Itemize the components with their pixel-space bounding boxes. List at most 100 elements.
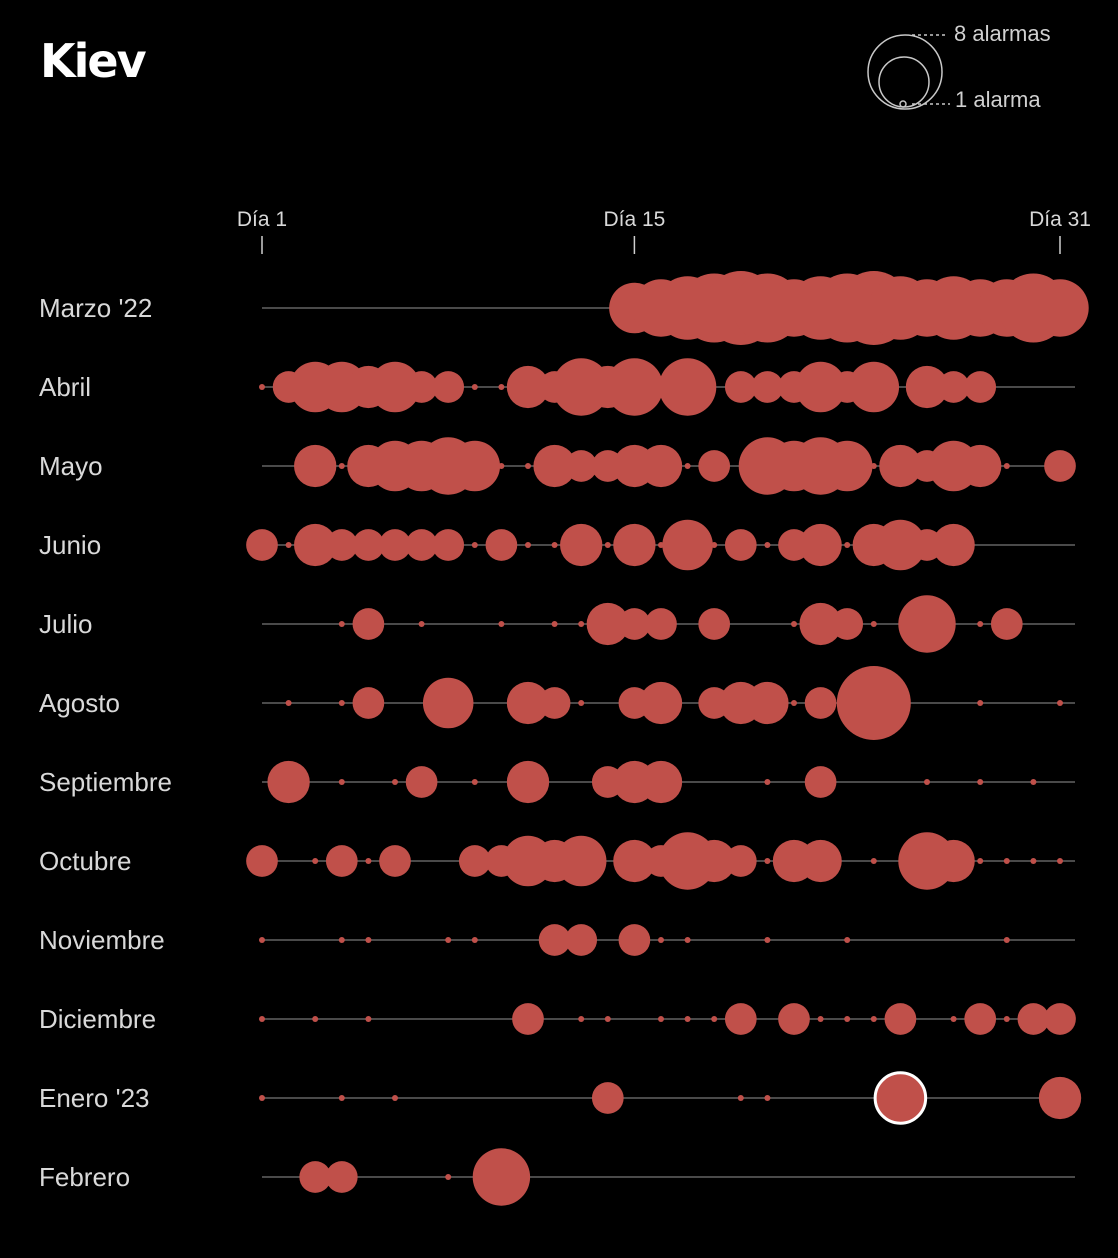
- alarm-bubble: [1057, 858, 1063, 864]
- alarm-bubble: [724, 371, 757, 403]
- alarm-bubble: [924, 779, 930, 785]
- alarm-bubble: [604, 1016, 611, 1022]
- alarm-bubble: [778, 1003, 810, 1035]
- row-label: Agosto: [39, 688, 120, 718]
- row-label: Octubre: [39, 846, 132, 876]
- alarm-bubble: [312, 1016, 319, 1022]
- alarm-bubble: [578, 621, 585, 627]
- month-row: Abril: [39, 358, 1075, 416]
- alarm-bubble: [259, 937, 265, 943]
- row-label: Junio: [39, 530, 101, 560]
- alarm-bubble: [471, 542, 478, 548]
- alarm-bubble: [1017, 1003, 1050, 1035]
- alarm-bubble: [746, 681, 789, 725]
- alarm-bubble: [1031, 279, 1089, 337]
- x-tick-label: Día 15: [603, 208, 665, 231]
- alarm-bubble: [711, 542, 718, 548]
- alarm-bubble: [799, 523, 842, 567]
- month-row: Febrero: [39, 1148, 1075, 1206]
- alarm-bubble: [844, 1016, 851, 1022]
- alarm-bubble: [246, 529, 278, 561]
- month-row: Enero '23: [39, 1071, 1082, 1125]
- alarm-bubble: [724, 529, 757, 561]
- alarm-bubble: [639, 444, 683, 488]
- alarm-bubble: [525, 463, 531, 469]
- alarm-bubble: [932, 523, 975, 567]
- legend-circle-min: [899, 100, 907, 108]
- x-tick-label: Día 1: [237, 208, 287, 231]
- alarm-bubble: [844, 937, 851, 943]
- alarm-bubble: [525, 542, 531, 548]
- alarm-bubble: [418, 621, 425, 627]
- alarm-bubble: [1057, 700, 1063, 706]
- alarm-bubble: [560, 523, 603, 567]
- alarm-bubble: [586, 602, 629, 646]
- month-row: Octubre: [39, 832, 1075, 890]
- alarm-bubble: [884, 1003, 917, 1035]
- alarm-bubble: [905, 365, 949, 409]
- alarm-bubble: [693, 839, 736, 883]
- month-row: Septiembre: [39, 760, 1075, 804]
- alarm-bubble: [338, 779, 345, 785]
- alarm-bubble: [764, 779, 771, 785]
- alarm-bubble: [1038, 1076, 1082, 1120]
- alarm-bubble: [471, 937, 478, 943]
- alarm-bubble: [498, 463, 505, 469]
- alarm-bubble: [551, 621, 558, 627]
- alarm-bubble: [498, 384, 505, 390]
- month-rows: Marzo '22 Abril Mayo Junio Julio Agosto Septie…: [39, 271, 1089, 1206]
- alarm-bubble: [977, 779, 984, 785]
- alarm-bubble: [506, 760, 550, 804]
- alarm-bubble: [578, 700, 585, 706]
- alarm-bubble: [506, 365, 550, 409]
- legend-circle-mid: [878, 56, 930, 108]
- alarm-bubble: [267, 760, 310, 804]
- alarm-bubble: [831, 608, 864, 640]
- alarm-bubble: [658, 1016, 664, 1022]
- alarm-bubble: [964, 371, 997, 403]
- alarm-bubble: [684, 937, 691, 943]
- row-label: Mayo: [39, 451, 103, 481]
- alarm-bubble: [312, 858, 319, 864]
- alarm-bubble: [445, 937, 452, 943]
- alarm-bubble: [405, 766, 438, 798]
- alarm-bubble: [764, 858, 771, 864]
- alarm-bubble: [485, 529, 518, 561]
- alarm-bubble: [379, 529, 411, 561]
- alarm-bubble: [538, 687, 571, 719]
- alarm-bubble: [898, 595, 956, 653]
- alarm-bubble: [605, 358, 664, 416]
- alarm-bubble: [821, 440, 873, 492]
- alarm-bubble: [870, 858, 877, 864]
- alarm-bubble: [246, 845, 278, 877]
- alarm-bubble: [365, 937, 372, 943]
- chart-title: Kiev: [40, 34, 147, 88]
- alarm-bubble: [1003, 858, 1010, 864]
- alarm-bubble: [804, 766, 837, 798]
- alarm-bubble: [937, 371, 970, 403]
- alarm-bubble: [658, 937, 664, 943]
- alarm-bubble: [1044, 450, 1076, 482]
- alarm-bubble: [662, 519, 713, 571]
- x-axis: Día 1 Día 15 Día 31: [237, 208, 1091, 254]
- alarm-bubble: [848, 361, 900, 413]
- alarm-bubble: [711, 1016, 718, 1022]
- alarm-bubble: [352, 608, 385, 640]
- month-row: Junio: [39, 519, 1075, 571]
- alarm-bubble: [294, 523, 337, 567]
- alarm-bubble: [764, 1095, 771, 1101]
- alarm-bubble: [645, 608, 677, 640]
- month-row: Julio: [39, 595, 1075, 653]
- alarm-bubble: [445, 1174, 452, 1180]
- alarm-bubble: [1003, 1016, 1010, 1022]
- alarm-bubble: [1030, 779, 1037, 785]
- alarm-bubble: [555, 835, 607, 887]
- alarm-bubble: [751, 371, 784, 403]
- alarm-bubble: [795, 361, 846, 413]
- alarm-bubble: [369, 361, 421, 413]
- alarm-bubble: [432, 371, 465, 403]
- alarm-bubble: [259, 384, 265, 390]
- alarm-bubble: [932, 839, 975, 883]
- alarm-bubble: [325, 845, 358, 877]
